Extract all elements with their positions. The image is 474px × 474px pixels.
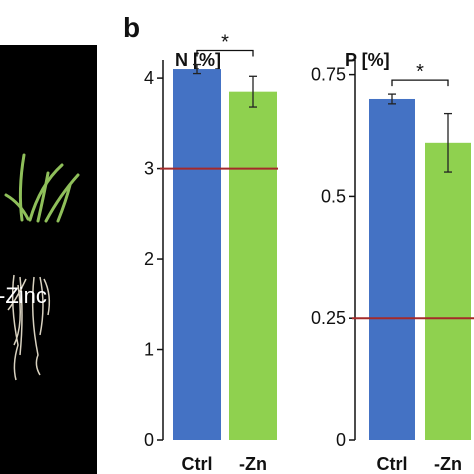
significance-bracket — [196, 49, 254, 57]
bar — [369, 98, 415, 440]
category-label: Ctrl — [377, 454, 408, 474]
category-label: Ctrl — [182, 454, 213, 474]
significance-bracket — [391, 79, 449, 87]
panel-letter: b — [123, 12, 141, 43]
category-label: -Zn — [434, 454, 462, 474]
chart-title: P [%] — [345, 50, 390, 70]
y-tick-label: 0 — [336, 430, 346, 450]
bar — [229, 91, 277, 441]
y-tick-label: 0 — [144, 430, 154, 450]
y-tick-label: 3 — [144, 159, 154, 179]
plant-photo: -Zinc — [0, 45, 97, 474]
significance-marker: * — [416, 61, 424, 83]
bar — [173, 69, 221, 441]
photo-label: -Zinc — [0, 283, 47, 308]
y-tick-label: 0.5 — [321, 186, 346, 206]
y-tick-label: 2 — [144, 249, 154, 269]
category-label: -Zn — [239, 454, 267, 474]
y-tick-label: 4 — [144, 68, 154, 88]
chart-title: N [%] — [175, 50, 221, 70]
y-tick-label: 0.75 — [311, 65, 346, 85]
y-tick-label: 1 — [144, 340, 154, 360]
bar — [425, 142, 471, 441]
significance-marker: * — [221, 32, 229, 54]
y-tick-label: 0.25 — [311, 308, 346, 328]
